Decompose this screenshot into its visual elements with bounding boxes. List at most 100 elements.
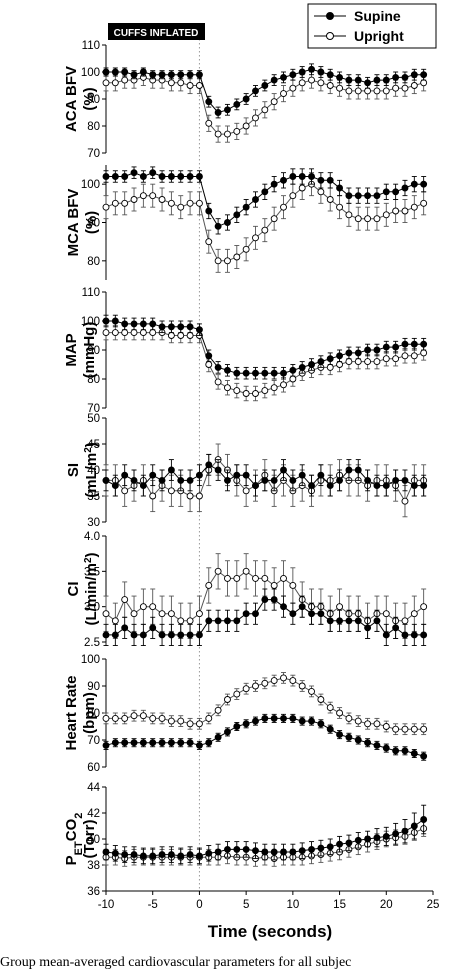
- ci-upright-point: [401, 617, 409, 625]
- panel-petco2: 36 38 40 42 44 PETCO2(Torr): [63, 782, 428, 898]
- hr-supine-point: [224, 728, 231, 736]
- si-supine-point: [233, 471, 241, 479]
- ci-supine-point: [317, 610, 325, 618]
- x-tick-label: -5: [148, 899, 158, 911]
- ci-supine-point: [167, 631, 175, 639]
- mca-y-tick-label: 100: [81, 179, 100, 191]
- map-supine-point: [392, 343, 400, 351]
- map-supine-point: [420, 340, 428, 348]
- aca-upright-point: [354, 87, 362, 95]
- x-axis-label: Time (seconds): [208, 922, 332, 941]
- ci-y-tick-label: 3.5: [84, 566, 100, 578]
- legend-marker-upright: [326, 32, 334, 40]
- mca-upright-point: [373, 215, 381, 223]
- ci-supine-point: [308, 610, 315, 618]
- aca-supine-point: [345, 76, 353, 84]
- hr-upright-point: [186, 720, 194, 728]
- si-supine-point: [410, 482, 418, 490]
- ci-y-label-line-2: (L/min/m2): [83, 552, 101, 625]
- mca-upright-point: [149, 192, 157, 200]
- aca-y-tick-label: 90: [87, 94, 100, 106]
- petco2-y-tick-label: 44: [87, 782, 100, 794]
- mca-supine-point: [177, 173, 185, 180]
- hr-upright-point: [130, 712, 138, 720]
- legend-label-upright: Upright: [354, 28, 404, 44]
- aca-upright-point: [373, 87, 381, 95]
- map-y-label-line-2: (mmHg): [81, 322, 98, 379]
- si-supine-point: [345, 466, 353, 474]
- aca-upright-point: [364, 87, 372, 95]
- si-supine-point: [111, 482, 119, 490]
- hr-upright-point: [280, 674, 287, 682]
- ci-supine-point: [336, 617, 344, 625]
- aca-upright-point: [382, 87, 390, 95]
- si-y-label-line-1: SI: [65, 463, 82, 477]
- aca-supine-point: [373, 76, 381, 84]
- aca-upright-point: [410, 82, 418, 89]
- aca-supine-point: [158, 71, 166, 79]
- petco2-supine-point: [139, 852, 147, 860]
- aca-supine-point: [382, 76, 390, 84]
- hr-upright-point: [121, 714, 129, 722]
- si-upright-point: [121, 487, 129, 495]
- si-supine-point: [270, 476, 278, 484]
- si-supine-point: [364, 476, 372, 484]
- si-supine-point: [392, 476, 400, 484]
- map-upright-point: [336, 361, 344, 368]
- map-y-tick-label: 70: [87, 403, 100, 415]
- si-supine-point: [326, 482, 334, 490]
- hr-supine-point: [382, 744, 390, 752]
- map-supine-point: [336, 352, 344, 360]
- ci-upright-point: [121, 596, 129, 604]
- petco2-supine-point: [354, 836, 362, 844]
- aca-supine-point: [214, 109, 222, 116]
- si-supine-point: [224, 476, 231, 484]
- ci-supine-point: [186, 631, 194, 639]
- hr-upright-point: [382, 723, 390, 730]
- map-supine-point: [177, 323, 185, 331]
- map-supine-point: [252, 369, 259, 377]
- hr-supine-point: [242, 720, 250, 728]
- mca-supine-point: [308, 173, 315, 180]
- ci-upright-point: [382, 610, 390, 618]
- mca-supine-point: [289, 173, 297, 180]
- aca-series-upright: [102, 68, 428, 143]
- hr-supine-point: [280, 714, 287, 722]
- si-supine-point: [205, 461, 213, 469]
- map-supine-point: [382, 343, 390, 351]
- petco2-supine-point: [111, 849, 119, 857]
- hr-y-tick-label: 100: [81, 654, 100, 666]
- legend-label-supine: Supine: [354, 8, 401, 24]
- hr-upright-point: [139, 712, 147, 720]
- hr-y-tick-label: 80: [87, 708, 100, 720]
- hr-upright-point: [270, 677, 278, 685]
- petco2-supine-point: [252, 847, 259, 855]
- map-y-tick-label: 90: [87, 345, 100, 357]
- mca-upright-point: [261, 226, 269, 234]
- mca-y-label-line-1: MCA BFV: [65, 189, 82, 257]
- hr-upright-point: [177, 717, 185, 725]
- ci-supine-point: [205, 617, 213, 625]
- mca-upright-point: [242, 245, 250, 253]
- map-upright-point: [242, 390, 250, 397]
- mca-supine-point: [326, 176, 334, 184]
- cuffs-inflated-label: CUFFS INFLATED: [114, 28, 199, 39]
- hr-upright-point: [326, 704, 334, 712]
- hr-supine-point: [214, 733, 222, 741]
- mca-upright-point: [205, 238, 213, 246]
- aca-upright-point: [326, 82, 334, 89]
- hr-supine-point: [111, 739, 119, 747]
- petco2-supine-point: [233, 845, 241, 853]
- mca-upright-point: [195, 199, 203, 207]
- si-y-tick-label: 35: [87, 491, 100, 503]
- aca-supine-point: [242, 95, 250, 103]
- mca-upright-point: [336, 203, 344, 211]
- map-supine-point: [167, 323, 175, 331]
- hr-supine-point: [158, 739, 166, 747]
- map-supine-point: [364, 346, 372, 354]
- hr-upright-point: [364, 720, 372, 728]
- ci-supine-point: [158, 631, 166, 639]
- si-supine-point: [261, 476, 269, 484]
- map-supine-point: [410, 340, 418, 348]
- hr-supine-point: [410, 750, 418, 757]
